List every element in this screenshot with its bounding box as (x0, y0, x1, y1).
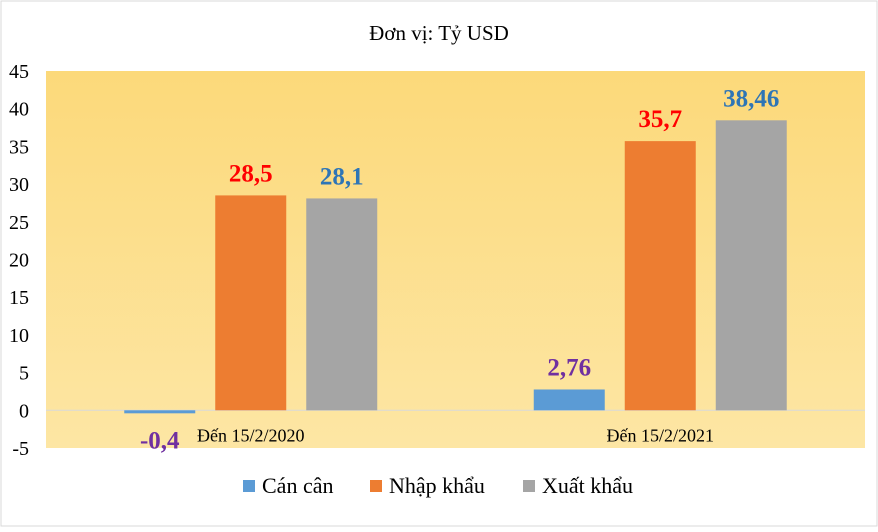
y-tick-label: 25 (9, 212, 29, 234)
bar (715, 120, 787, 411)
data-label: 35,7 (638, 106, 682, 133)
y-tick-label: 15 (9, 287, 29, 309)
legend-swatch (370, 480, 382, 492)
bar (124, 410, 196, 414)
y-tick-label: 45 (9, 61, 29, 83)
data-label: -0,4 (140, 427, 180, 454)
legend: Cán cân Nhập khẩu Xuất khẩu (243, 473, 633, 498)
y-axis: 45 40 35 30 25 20 15 10 5 0 -5 (9, 61, 29, 460)
y-tick-label: 35 (9, 136, 29, 158)
data-label: 2,76 (547, 354, 591, 381)
y-tick-label: 30 (9, 174, 29, 196)
data-label: 38,46 (723, 85, 779, 112)
category-label: Đến 15/2/2020 (197, 425, 305, 445)
category-label: Đến 15/2/2021 (607, 425, 715, 445)
y-tick-label: 10 (9, 325, 29, 347)
bars (124, 120, 787, 414)
legend-swatch (243, 480, 255, 492)
bar (624, 141, 696, 411)
chart-title: Đơn vị: Tỷ USD (369, 21, 509, 45)
legend-label: Nhập khẩu (389, 473, 485, 498)
data-label: 28,5 (229, 160, 273, 187)
legend-swatch (523, 480, 535, 492)
y-tick-label: 0 (19, 400, 29, 422)
y-tick-label: 20 (9, 250, 29, 272)
bar (306, 198, 378, 411)
y-tick-label: 5 (19, 363, 29, 385)
legend-label: Xuất khẩu (542, 473, 633, 498)
bar (215, 195, 287, 411)
y-tick-label: 40 (9, 99, 29, 121)
y-tick-label: -5 (12, 438, 29, 460)
bar (533, 389, 605, 411)
legend-label: Cán cân (262, 473, 333, 498)
category-labels: Đến 15/2/2020 Đến 15/2/2021 (197, 425, 714, 445)
data-label: 28,1 (320, 163, 364, 190)
data-labels: -0,4 28,5 28,1 2,76 35,7 38,46 (140, 85, 779, 454)
